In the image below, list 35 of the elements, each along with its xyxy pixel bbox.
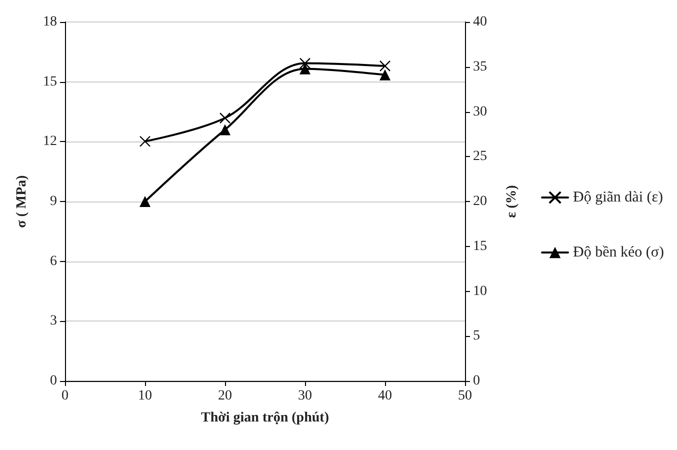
y-axis-title: σ ( MPa) bbox=[14, 174, 30, 228]
y2-tick-label: 40 bbox=[473, 14, 487, 30]
point bbox=[220, 124, 230, 136]
y2-tick-label: 15 bbox=[473, 238, 487, 254]
y-tick-label: 0 bbox=[50, 374, 57, 388]
point bbox=[219, 112, 231, 124]
y-tick-label: 18 bbox=[43, 14, 57, 30]
y2-tick-label: 30 bbox=[473, 104, 487, 120]
x-tick-label: 10 bbox=[138, 388, 152, 404]
x-tick-label: 0 bbox=[62, 388, 68, 404]
point bbox=[299, 58, 311, 69]
y2-tick-label: 25 bbox=[473, 149, 487, 164]
y-tick-label: 12 bbox=[43, 134, 57, 150]
y2-axis-title: ε (%) bbox=[504, 184, 520, 218]
point bbox=[139, 136, 151, 147]
y-tick-label: 3 bbox=[50, 314, 57, 329]
y2-tick-label: 20 bbox=[473, 194, 487, 209]
y2-tick-label: 0 bbox=[473, 374, 480, 388]
y2-tick-label: 35 bbox=[473, 59, 487, 74]
y-tick-label: 15 bbox=[43, 74, 57, 90]
legend-label: Độ bền kéo (σ) bbox=[573, 244, 664, 260]
x-axis-title: Thời gian trộn (phút) bbox=[201, 410, 330, 426]
legend-label: Độ giãn dài (ε) bbox=[573, 190, 664, 206]
x-tick-label: 20 bbox=[218, 388, 232, 404]
point bbox=[300, 63, 310, 74]
y-tick-label: 9 bbox=[50, 194, 57, 209]
point bbox=[140, 196, 150, 207]
point bbox=[379, 60, 391, 72]
point bbox=[380, 69, 390, 80]
x-tick-label: 50 bbox=[458, 388, 472, 404]
y2-tick-label: 5 bbox=[473, 328, 480, 344]
y-tick-label: 6 bbox=[50, 254, 57, 269]
x-tick-label: 30 bbox=[298, 388, 312, 404]
x-tick-label: 40 bbox=[378, 388, 392, 404]
y2-tick-label: 10 bbox=[473, 284, 487, 299]
